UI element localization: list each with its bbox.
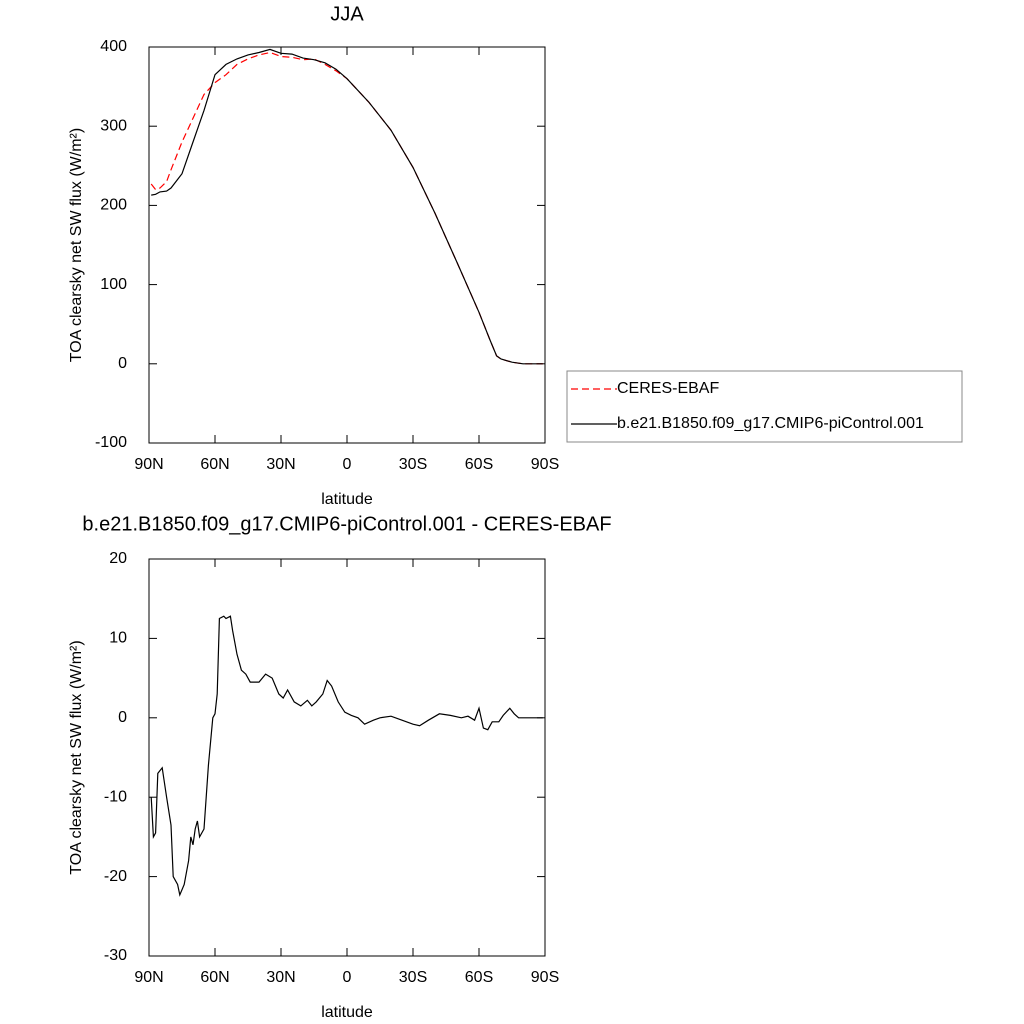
x-tick-label: 0	[343, 969, 352, 986]
chart-title: JJA	[330, 3, 364, 25]
y-axis-label: TOA clearsky net SW flux (W/m²)	[68, 640, 85, 874]
x-tick-label: 60S	[465, 969, 493, 986]
x-tick-label: 60N	[200, 456, 229, 473]
x-tick-label: 90S	[531, 969, 559, 986]
y-tick-label: -100	[95, 434, 127, 451]
data-line	[151, 48, 543, 365]
legend-box	[566, 370, 963, 443]
y-tick-label: 0	[118, 709, 127, 726]
y-tick-label: 20	[109, 550, 127, 567]
x-tick-label: 60S	[465, 456, 493, 473]
x-axis-label: latitude	[321, 1004, 373, 1021]
y-tick-label: -30	[104, 947, 127, 964]
data-line	[150, 615, 543, 897]
legend: CERES-EBAF b.e21.B1850.f09_g17.CMIP6-piCo…	[566, 370, 963, 443]
y-tick-label: -10	[104, 788, 127, 805]
x-tick-label: 90N	[134, 969, 163, 986]
x-tick-label: 30S	[399, 969, 427, 986]
x-tick-label: 30N	[266, 969, 295, 986]
x-tick-label: 90S	[531, 456, 559, 473]
y-tick-label: 100	[100, 276, 127, 293]
x-tick-label: 0	[343, 456, 352, 473]
y-tick-label: 300	[100, 117, 127, 134]
x-tick-label: 30N	[266, 456, 295, 473]
y-tick-label: 400	[100, 38, 127, 55]
legend-label: CERES-EBAF	[617, 380, 719, 397]
x-tick-label: 60N	[200, 969, 229, 986]
y-tick-label: 200	[100, 197, 127, 214]
y-tick-label: 10	[109, 630, 127, 647]
chart-title: b.e21.B1850.f09_g17.CMIP6-piControl.001 …	[82, 513, 611, 535]
x-tick-label: 30S	[399, 456, 427, 473]
y-tick-label: -20	[104, 868, 127, 885]
x-axis-label: latitude	[321, 491, 373, 508]
y-tick-label: 0	[118, 355, 127, 372]
x-tick-label: 90N	[134, 456, 163, 473]
data-line	[150, 51, 543, 365]
plot-frame	[148, 558, 546, 957]
y-axis-label: TOA clearsky net SW flux (W/m²)	[68, 128, 85, 362]
legend-label: b.e21.B1850.f09_g17.CMIP6-piControl.001	[617, 415, 924, 432]
plot-frame	[148, 46, 546, 444]
